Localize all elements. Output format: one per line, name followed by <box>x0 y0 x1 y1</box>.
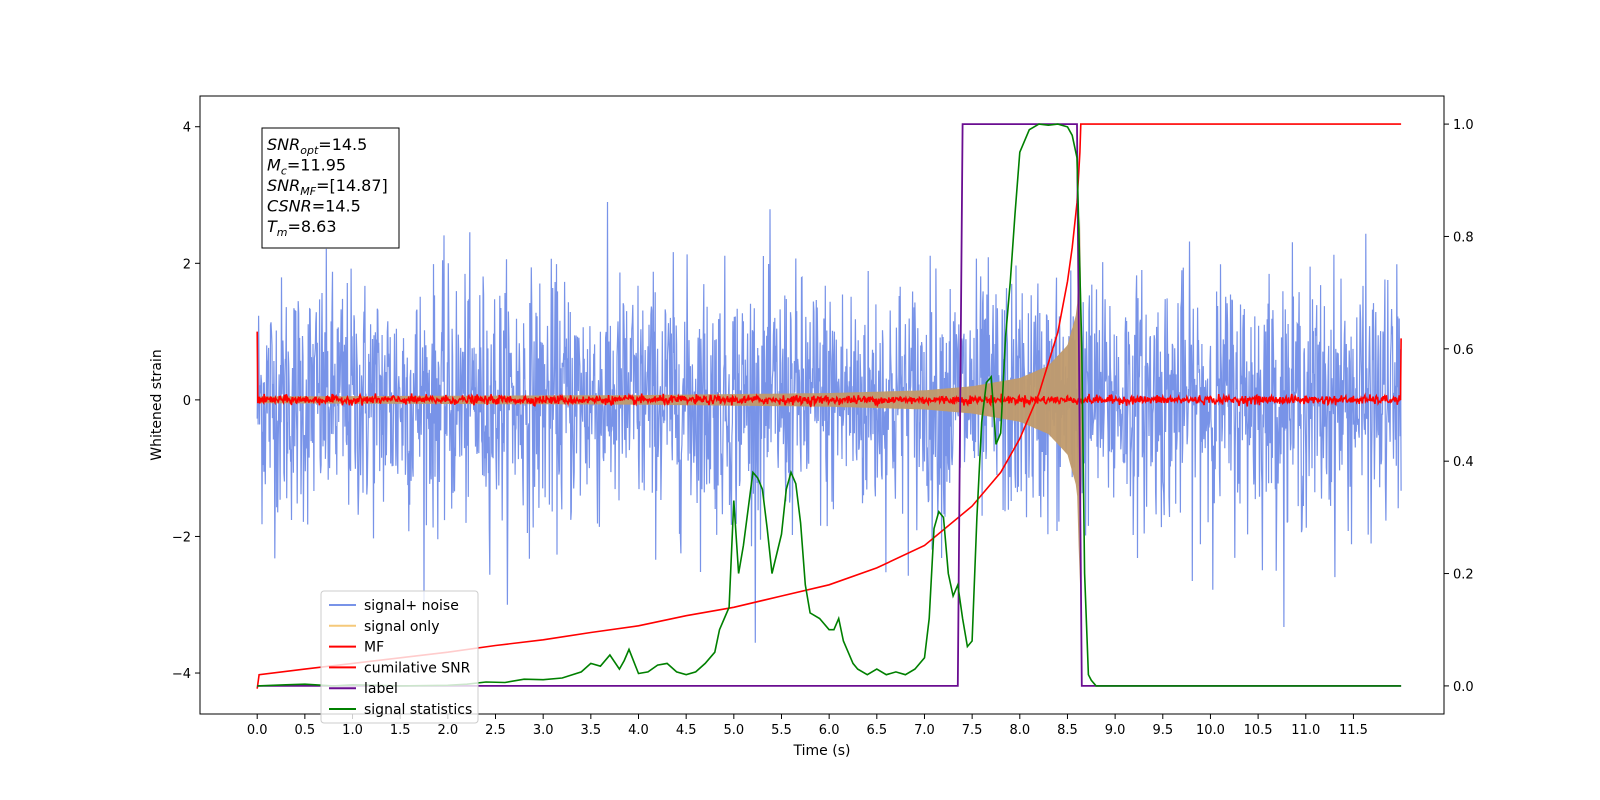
x-tick-label: 0.5 <box>295 723 316 738</box>
legend-entry: signal statistics <box>364 702 472 718</box>
legend-entry: signal+ noise <box>364 598 459 614</box>
x-axis-label: Time (s) <box>793 743 851 759</box>
x-tick-label: 5.5 <box>771 723 792 738</box>
y-tick-label: 0 <box>183 394 191 409</box>
x-tick-label: 9.0 <box>1105 723 1126 738</box>
legend: signal+ noise signal only MF cumilative SNR… <box>320 590 479 724</box>
series-mf-line <box>256 331 1402 408</box>
annotation-line: SNRMF=[14.87] <box>267 176 388 198</box>
x-tick-label: 9.5 <box>1152 723 1173 738</box>
x-tick-label: 3.0 <box>533 723 554 738</box>
x-tick-label: 3.5 <box>580 723 601 738</box>
y2-tick-label: 0.8 <box>1453 230 1474 245</box>
x-tick-label: 8.5 <box>1057 723 1078 738</box>
x-tick-label: 11.5 <box>1339 723 1368 738</box>
y2-tick-label: 0.2 <box>1453 568 1474 583</box>
x-tick-label: 2.0 <box>438 723 459 738</box>
x-tick-label: 2.5 <box>485 723 506 738</box>
x-tick-label: 1.0 <box>342 723 363 738</box>
annotation-box: SNRopt=14.5Mc=11.95SNRMF=[14.87]CSNR=14.… <box>261 127 400 249</box>
x-tick-label: 6.0 <box>819 723 840 738</box>
annotation-frame <box>261 127 400 249</box>
y2-tick-label: 0.6 <box>1453 343 1474 358</box>
y2-tick-label: 0.0 <box>1453 680 1474 695</box>
x-tick-label: 1.5 <box>390 723 411 738</box>
x-tick-label: 7.0 <box>914 723 935 738</box>
x-tick-label: 4.5 <box>676 723 697 738</box>
x-tick-label: 4.0 <box>628 723 649 738</box>
x-tick-label: 0.0 <box>247 723 268 738</box>
x-tick-label: 6.5 <box>866 723 887 738</box>
y-tick-label: 2 <box>183 257 191 272</box>
y2-tick-label: 1.0 <box>1453 118 1474 133</box>
x-tick-label: 10.0 <box>1196 723 1225 738</box>
y-axis-label: Whitened strain <box>149 349 165 460</box>
annotation-line: Tm=8.63 <box>267 217 337 239</box>
x-axis: 0.0 0.5 1.0 1.5 2.0 2.5 3.0 3.5 4.0 4.5 5.0 5.5 6.0 6… <box>247 714 1368 738</box>
annotation-line: Mc=11.95 <box>267 156 346 178</box>
y-tick-label: 4 <box>183 121 191 136</box>
legend-entry: cumilative SNR <box>364 660 471 676</box>
x-tick-label: 8.0 <box>1009 723 1030 738</box>
y-tick-label: −4 <box>172 667 191 682</box>
legend-entry: MF <box>364 640 384 656</box>
y2-tick-label: 0.4 <box>1453 455 1474 470</box>
annotation-line: SNRopt=14.5 <box>267 135 367 157</box>
axes-frame <box>199 95 1445 715</box>
y-axis-right: 0.0 0.2 0.4 0.6 0.8 1.0 <box>1444 118 1474 695</box>
y-axis-left: −4 −2 0 2 4 <box>172 121 200 682</box>
annotation-line: CSNR=14.5 <box>267 197 361 216</box>
x-tick-label: 11.0 <box>1291 723 1320 738</box>
x-tick-label: 5.0 <box>723 723 744 738</box>
x-tick-label: 10.5 <box>1244 723 1273 738</box>
x-tick-label: 7.5 <box>962 723 983 738</box>
legend-frame <box>320 590 479 724</box>
series-signal-statistics-line <box>257 123 1402 687</box>
legend-entry: signal only <box>364 619 439 635</box>
y-tick-label: −2 <box>172 530 191 545</box>
legend-entry: label <box>364 681 398 697</box>
